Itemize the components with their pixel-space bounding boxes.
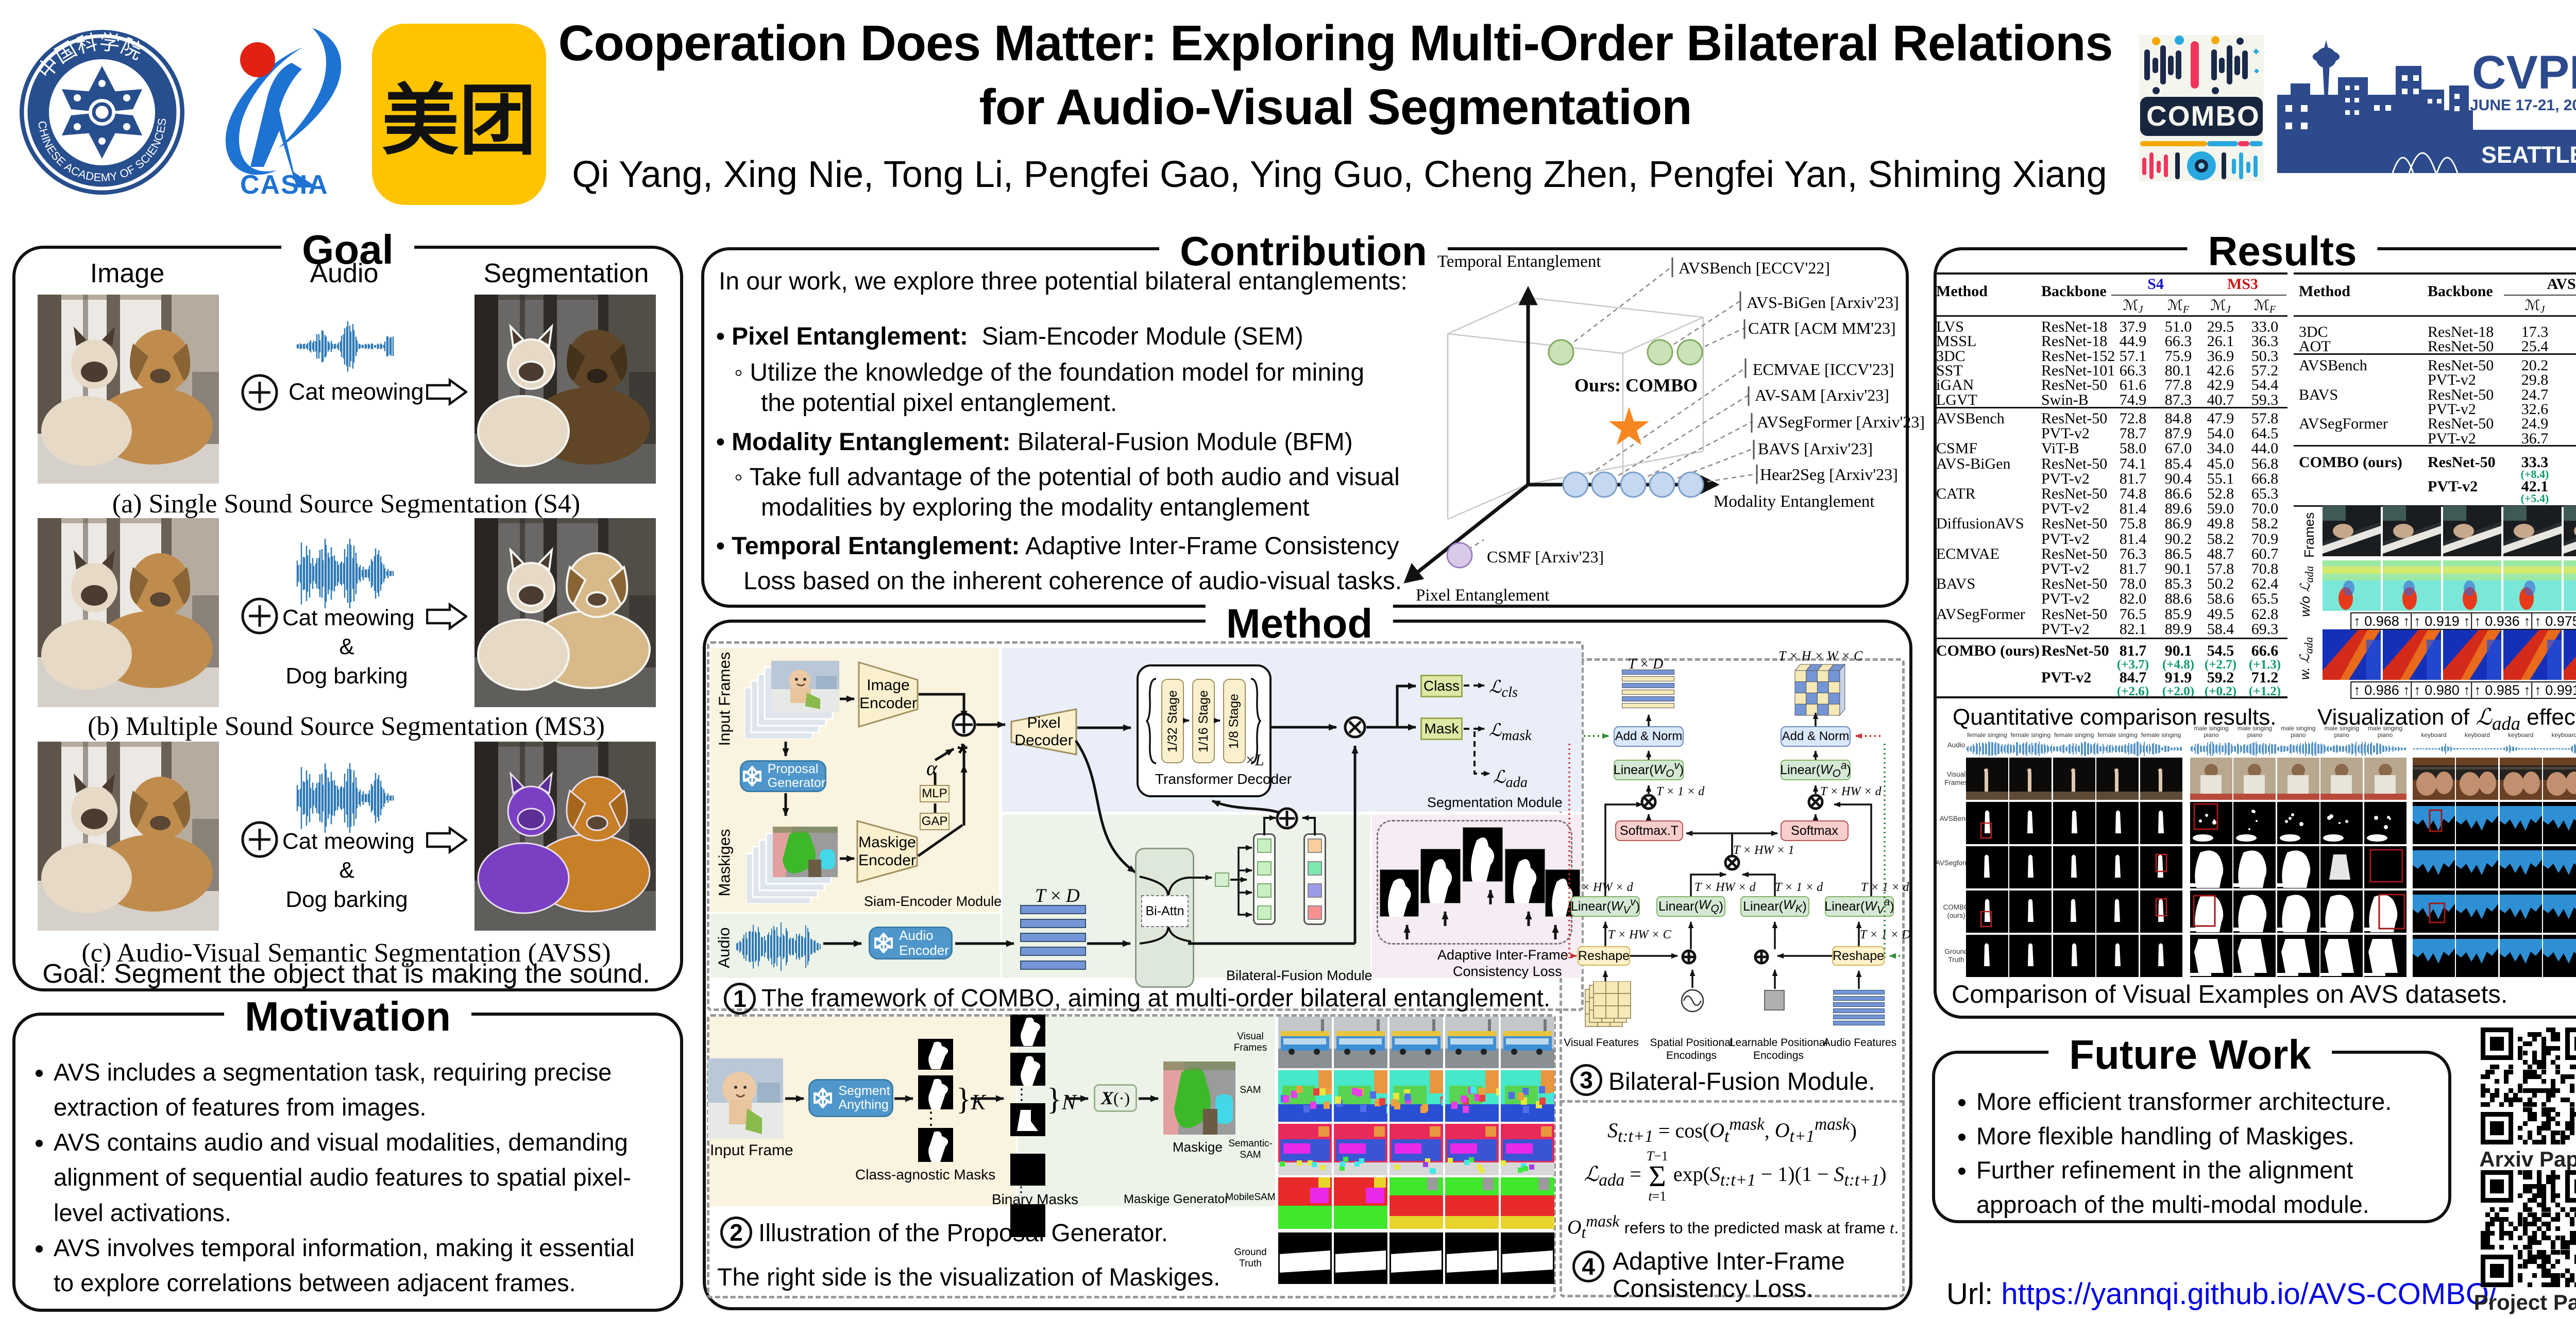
svg-text:SEATTLE, WA: SEATTLE, WA xyxy=(2481,142,2576,168)
svg-text:CASIA: CASIA xyxy=(240,170,329,200)
svg-text:CATR [ACM MM'23]: CATR [ACM MM'23] xyxy=(1748,319,1896,337)
svg-text:Hear2Seg [Arxiv'23]: Hear2Seg [Arxiv'23] xyxy=(1760,465,1898,484)
svg-text:AVS-BiGen [Arxiv'23]: AVS-BiGen [Arxiv'23] xyxy=(1747,293,1899,312)
svg-text:COMBO: COMBO xyxy=(2146,100,2260,132)
svg-text:BAVS [Arxiv'23]: BAVS [Arxiv'23] xyxy=(1758,439,1873,458)
svg-text:Pixel Entanglement: Pixel Entanglement xyxy=(1416,586,1549,605)
svg-text:美团: 美团 xyxy=(382,77,536,164)
svg-text:AVSBench [ECCV'22]: AVSBench [ECCV'22] xyxy=(1679,259,1830,277)
svg-text:Ours: COMBO: Ours: COMBO xyxy=(1574,375,1698,396)
svg-text:AVSegFormer [Arxiv'23]: AVSegFormer [Arxiv'23] xyxy=(1757,413,1925,431)
svg-text:CSMF [Arxiv'23]: CSMF [Arxiv'23] xyxy=(1487,547,1604,566)
svg-text:Modality Entanglement: Modality Entanglement xyxy=(1714,492,1875,511)
svg-text:CVPR: CVPR xyxy=(2472,46,2576,99)
svg-text:AV-SAM [Arxiv'23]: AV-SAM [Arxiv'23] xyxy=(1755,386,1889,404)
svg-text:JUNE 17-21, 2024: JUNE 17-21, 2024 xyxy=(2470,97,2576,114)
svg-text:ECMVAE [ICCV'23]: ECMVAE [ICCV'23] xyxy=(1753,360,1894,379)
svg-text:Temporal Entanglement: Temporal Entanglement xyxy=(1437,252,1601,271)
